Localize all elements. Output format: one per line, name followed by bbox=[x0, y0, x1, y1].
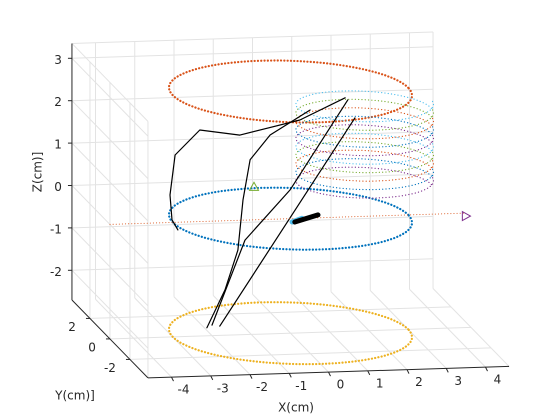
z-tick-label: -1 bbox=[50, 222, 62, 236]
x-tick-label: -4 bbox=[178, 383, 190, 397]
grid-line bbox=[71, 57, 149, 137]
y-axis-label: Y(cm)] bbox=[54, 389, 95, 403]
series-line bbox=[169, 97, 346, 231]
grid-line bbox=[71, 88, 434, 102]
marker bbox=[461, 210, 472, 222]
z-tick-label: 2 bbox=[54, 95, 62, 109]
series-line bbox=[219, 117, 356, 327]
helix-turn bbox=[295, 166, 435, 199]
y-tick-label: 2 bbox=[68, 320, 76, 334]
y-tick-label: -2 bbox=[104, 361, 116, 375]
z-axis-label: Z(cm)] bbox=[31, 152, 45, 193]
x-tick-label: -3 bbox=[217, 381, 229, 395]
marker bbox=[248, 181, 260, 191]
tick-mark bbox=[171, 376, 174, 382]
grid-line bbox=[71, 142, 149, 222]
axis-box bbox=[432, 288, 510, 367]
grid-line bbox=[71, 46, 434, 59]
x-tick-label: 2 bbox=[415, 375, 423, 389]
tick-mark bbox=[445, 368, 449, 373]
x-tick-label: 1 bbox=[376, 376, 384, 390]
circle-ring bbox=[167, 301, 414, 366]
grid-line bbox=[71, 131, 434, 144]
axis-box bbox=[71, 31, 434, 44]
series-line bbox=[206, 109, 311, 329]
tick-mark bbox=[367, 370, 371, 376]
helix-turn bbox=[295, 98, 435, 131]
tick-mark bbox=[210, 375, 214, 381]
x-tick-label: -2 bbox=[256, 380, 268, 394]
z-tick-label: 0 bbox=[54, 180, 62, 194]
grid-line bbox=[71, 173, 434, 186]
grid-line bbox=[71, 227, 149, 307]
grid-line bbox=[129, 347, 492, 360]
grid-line bbox=[109, 326, 472, 340]
x-tick-label: 0 bbox=[337, 378, 345, 392]
x-tick-label: 3 bbox=[454, 374, 462, 388]
axis-box bbox=[71, 43, 149, 122]
helix-turn bbox=[295, 124, 435, 157]
tick-mark bbox=[328, 371, 331, 377]
grid-line bbox=[71, 269, 149, 349]
grid-line bbox=[89, 306, 452, 319]
tick-mark bbox=[485, 366, 488, 372]
helix-turn bbox=[295, 141, 435, 174]
z-tick-label: -2 bbox=[50, 265, 62, 279]
circle-ring bbox=[167, 59, 414, 124]
z-tick-label: 1 bbox=[54, 138, 62, 152]
x-tick-label: -1 bbox=[295, 379, 307, 393]
grid-line bbox=[71, 258, 434, 271]
tick-mark bbox=[249, 374, 253, 379]
x-tick-label: 4 bbox=[494, 373, 502, 387]
z-tick-label: 3 bbox=[54, 53, 62, 67]
grid-line bbox=[71, 215, 434, 229]
series-line bbox=[211, 99, 349, 326]
x-axis-label: X(cm) bbox=[278, 401, 314, 415]
helix-turn bbox=[295, 90, 435, 123]
grid-line bbox=[71, 100, 149, 179]
tick-mark bbox=[406, 369, 410, 374]
series-line bbox=[109, 212, 467, 225]
series-line bbox=[292, 212, 321, 225]
tick-mark bbox=[288, 373, 292, 378]
y-tick-label: 0 bbox=[88, 340, 96, 354]
